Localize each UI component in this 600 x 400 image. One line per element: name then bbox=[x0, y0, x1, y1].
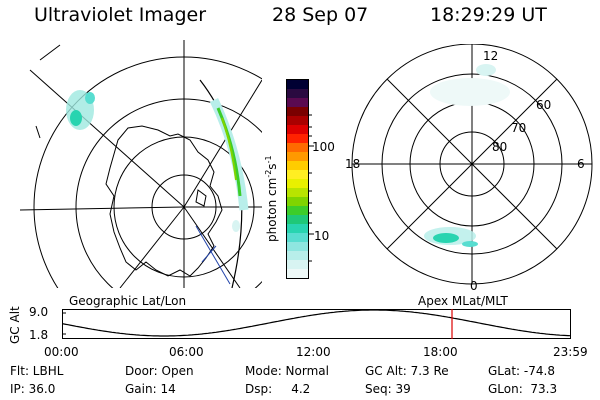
colorbar-swatch bbox=[287, 251, 308, 261]
timeline-y-tick-1-8: 1.8 bbox=[29, 328, 49, 342]
timeline-x-tick-0600: 06:00 bbox=[169, 345, 204, 359]
colorbar-swatch bbox=[287, 125, 308, 135]
colorbar-swatch bbox=[287, 161, 308, 171]
door-value: Door: Open bbox=[125, 364, 194, 378]
seq-value: Seq: 39 bbox=[365, 382, 411, 396]
mlat-label-60: 60 bbox=[536, 98, 552, 112]
mlt-label-18: 18 bbox=[345, 157, 361, 171]
altitude-curve bbox=[62, 309, 571, 337]
colorbar-ticks bbox=[309, 114, 314, 262]
filter-value: Flt: LBHL bbox=[10, 364, 64, 378]
timeline-y-tick-9: 9.0 bbox=[29, 305, 49, 319]
colorbar-swatch bbox=[287, 179, 308, 189]
mlt-label-12: 12 bbox=[483, 49, 499, 63]
colorbar-tick-100: 100 bbox=[312, 140, 335, 154]
mlat-label-80: 80 bbox=[492, 140, 508, 154]
latitude-circle bbox=[75, 98, 262, 288]
apex-mlat-mlt-label: Apex MLat/MLT bbox=[418, 294, 508, 308]
colorbar-swatch bbox=[287, 134, 308, 144]
colorbar-swatch bbox=[287, 260, 308, 270]
date-label: 28 Sep 07 bbox=[272, 4, 369, 26]
colorbar-swatch bbox=[287, 206, 308, 216]
mlt-label-6: 6 bbox=[577, 157, 585, 171]
colorbar-tick-10: 10 bbox=[314, 229, 330, 243]
colorbar-swatch bbox=[287, 188, 308, 198]
instrument-title: Ultraviolet Imager bbox=[34, 4, 207, 26]
aurora-emission bbox=[424, 64, 510, 247]
geographic-map bbox=[20, 40, 262, 288]
colorbar-swatch bbox=[287, 80, 308, 90]
timeline-x-tick-0000: 00:00 bbox=[44, 345, 79, 359]
altitude-timeline bbox=[62, 309, 571, 339]
glat-value: GLat: -74.8 bbox=[488, 364, 555, 378]
colorbar-swatch bbox=[287, 143, 308, 153]
colorbar-swatch bbox=[287, 152, 308, 162]
polar-plot bbox=[351, 44, 593, 285]
dsp-value: Dsp: 4.2 bbox=[245, 382, 311, 396]
gc-alt-value: GC Alt: 7.3 Re bbox=[365, 364, 449, 378]
timeline-x-tick-1800: 18:00 bbox=[423, 345, 458, 359]
colorbar-swatch bbox=[287, 224, 308, 234]
timeline-x-tick-1200: 12:00 bbox=[296, 345, 331, 359]
ip-value: IP: 36.0 bbox=[10, 382, 56, 396]
colorbar-swatch bbox=[287, 98, 308, 108]
colorbar-swatch bbox=[287, 116, 308, 126]
gc-alt-axis-title: GC Alt bbox=[8, 306, 22, 344]
colorbar-swatch bbox=[287, 107, 308, 117]
geographic-latlon-label: Geographic Lat/Lon bbox=[69, 294, 187, 308]
colorbar-swatch bbox=[287, 215, 308, 225]
colorbar-swatch bbox=[287, 197, 308, 207]
colorbar bbox=[286, 79, 309, 279]
colorbar-label: photon cm-2s-1 bbox=[264, 155, 279, 242]
mode-value: Mode: Normal bbox=[245, 364, 329, 378]
colorbar-swatch bbox=[287, 269, 308, 278]
timeline-x-tick-2359: 23:59 bbox=[553, 345, 588, 359]
mlt-label-0: 0 bbox=[470, 279, 478, 293]
mlat-label-70: 70 bbox=[511, 121, 527, 135]
time-label: 18:29:29 UT bbox=[430, 4, 547, 26]
colorbar-swatch bbox=[287, 233, 308, 243]
colorbar-swatch bbox=[287, 242, 308, 252]
gain-value: Gain: 14 bbox=[125, 382, 176, 396]
glon-value: GLon: 73.3 bbox=[488, 382, 558, 396]
colorbar-swatch bbox=[287, 170, 308, 180]
aurora-emission bbox=[66, 90, 249, 232]
colorbar-swatch bbox=[287, 89, 308, 99]
